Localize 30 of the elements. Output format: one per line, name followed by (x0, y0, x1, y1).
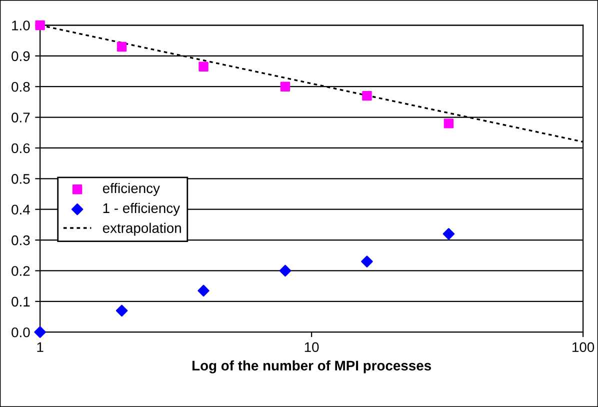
point (442, 228, 455, 240)
y-tick-label: 0.9 (12, 51, 30, 62)
legend-label: extrapolation (102, 222, 181, 236)
legend-label: 1 - efficiency (103, 202, 180, 216)
point (34, 326, 46, 338)
point (198, 62, 208, 72)
point (362, 90, 372, 101)
y-tick-label: 0.1 (12, 296, 30, 307)
x-axis-title: Log of the number of MPI processes (192, 360, 431, 374)
point (35, 20, 45, 30)
y-tick-label: 0.7 (12, 112, 30, 122)
y-tick-label: 0.2 (12, 266, 30, 276)
legend-label: efficiency (102, 182, 160, 196)
y-tick-label: 0.8 (12, 82, 30, 92)
y-tick-label: 1.0 (12, 20, 30, 30)
point (116, 42, 127, 52)
y-tick-label: 0.0 (12, 327, 30, 338)
point (116, 304, 128, 317)
point (444, 118, 454, 128)
y-tick-label: 0.5 (12, 174, 30, 184)
y-tick-label: 0.4 (12, 204, 30, 215)
y-tick-label: 0.6 (12, 143, 30, 154)
point (279, 264, 292, 277)
x-tick-label: 1 (37, 342, 44, 352)
x-tick-label: 100 (572, 342, 594, 352)
x-tick-label: 10 (304, 342, 319, 352)
point (198, 284, 210, 297)
y-tick-label: 0.3 (12, 235, 30, 246)
point (280, 82, 290, 92)
point (361, 256, 373, 268)
